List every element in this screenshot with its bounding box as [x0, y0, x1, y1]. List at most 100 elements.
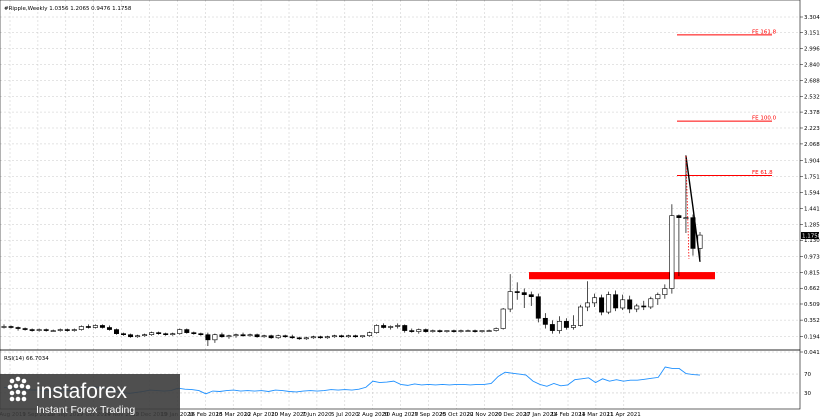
watermark-tagline: Instant Forex Trading [36, 404, 135, 416]
rsi-level-label: 30 [804, 391, 811, 397]
price-tick-label: 2.9960 [804, 47, 820, 53]
candle-down [381, 325, 387, 328]
date-tick-label: 30 Aug 2020 [383, 412, 419, 418]
candle-up [570, 325, 576, 328]
date-tick-label: 27 Sep 2020 [411, 412, 446, 418]
candle-down [542, 317, 548, 325]
logo-dot [15, 389, 21, 395]
candle-up [367, 332, 373, 337]
candle-up [416, 329, 422, 332]
candle-down [409, 330, 415, 332]
candle-down [641, 305, 647, 308]
logo-dot [21, 390, 27, 396]
candle-down [254, 334, 260, 338]
fib-label: FE 61.8 [752, 170, 773, 176]
price-tick-label: 1.7515 [804, 174, 820, 180]
grid [0, 0, 800, 409]
candle-down [613, 294, 619, 309]
candle-down [114, 329, 119, 334]
candle-down [289, 336, 295, 339]
candle-up [36, 329, 42, 331]
candle-down [676, 215, 682, 218]
price-tick-label: 2.0680 [804, 142, 820, 148]
candle-down [338, 335, 344, 338]
candle-up [669, 215, 675, 289]
candle-down [191, 332, 197, 334]
fib-label: FE 161.8 [752, 29, 777, 35]
candle-down [317, 336, 323, 339]
candle-up [395, 325, 401, 327]
price-tick-label: 3.3040 [804, 15, 820, 21]
watermark-background [0, 374, 180, 420]
candle-down [282, 335, 288, 338]
candle-up [226, 335, 232, 338]
candle-down [163, 333, 169, 335]
date-tick-label: 14 Feb 2021 [551, 412, 585, 418]
price-candles [1, 155, 703, 346]
price-tick-label: 0.6625 [804, 286, 820, 292]
candle-up [486, 330, 492, 332]
price-tick-label: 0.0415 [804, 350, 820, 356]
candle-up [500, 308, 506, 329]
candle-down [29, 329, 35, 331]
candle-down [690, 217, 696, 249]
candle-down [268, 335, 274, 339]
candle-up [324, 336, 330, 339]
candle-up [303, 337, 309, 340]
candle-down [437, 330, 443, 332]
rsi-header: RSI(14) 66.7034 [4, 356, 49, 362]
price-tick-label: 1.4410 [804, 206, 820, 212]
candle-down [121, 333, 126, 335]
rsi-panel-frame [0, 349, 801, 410]
candle-up [57, 329, 63, 331]
candle-up [261, 335, 267, 338]
fib-label: FE 100.0 [752, 116, 777, 122]
logo-dot [21, 396, 27, 402]
candle-up [592, 297, 598, 304]
date-tick-label: 15 Mar 2020 [216, 412, 251, 418]
candle-up [465, 330, 471, 332]
logo-dot [15, 396, 21, 402]
candle-down [8, 326, 14, 328]
candle-down [128, 334, 134, 338]
date-tick-label: 20 Dec 2020 [495, 412, 531, 418]
candle-up [170, 333, 176, 335]
price-tick-label: 0.1945 [804, 334, 820, 340]
candle-up [620, 299, 626, 309]
price-tick-label: 1.5940 [804, 191, 820, 197]
date-tick-label: 12 Apr 2020 [244, 412, 279, 418]
rsi-level-label: 70 [804, 372, 811, 378]
candle-up [92, 325, 98, 328]
candle-down [198, 333, 204, 335]
logo-dot [21, 378, 27, 384]
candle-down [528, 294, 534, 298]
logo-dot [7, 384, 13, 390]
candle-up [683, 217, 689, 219]
candle-down [99, 325, 105, 328]
candle-down [423, 329, 429, 332]
logo-dot [9, 396, 15, 402]
logo-dot [9, 390, 15, 396]
candle-up [360, 335, 366, 338]
date-tick-label: 7 Jun 2020 [302, 412, 332, 418]
fib-anchor-line [685, 156, 690, 259]
price-axis-ticks: 3.3040 3.1510 2.9960 2.8405 2.6880 2.5320 2.37… [800, 15, 820, 356]
candle-up [275, 335, 281, 339]
support-zone [529, 272, 715, 280]
date-tick-label: 17 Jan 2021 [524, 412, 557, 418]
candle-up [479, 330, 485, 332]
candle-up [444, 330, 450, 332]
candle-up [50, 330, 56, 332]
candle-down [15, 327, 21, 329]
date-tick-label: 25 Oct 2020 [439, 412, 474, 418]
candle-up [78, 326, 84, 330]
candle-up [310, 336, 316, 339]
candle-down [563, 321, 569, 328]
candle-up [655, 294, 661, 300]
candle-down [514, 291, 520, 293]
price-tick-label: 1.2855 [804, 222, 820, 228]
price-tick-label: 2.6880 [804, 78, 820, 84]
